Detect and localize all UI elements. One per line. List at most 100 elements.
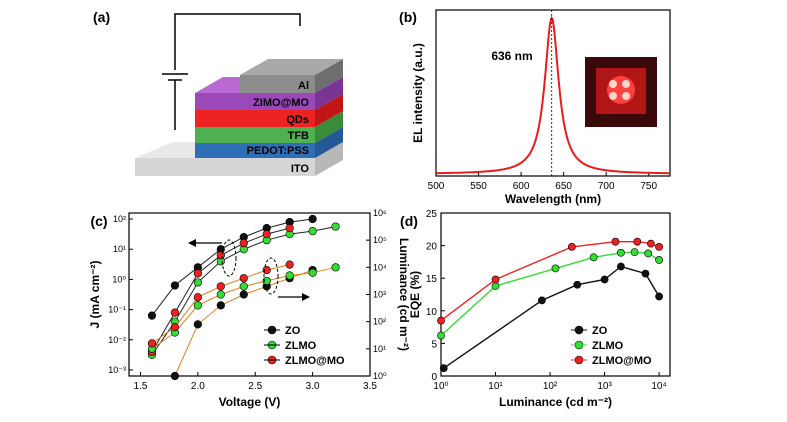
panel-d-frame bbox=[440, 212, 671, 377]
layer-qds-side bbox=[315, 94, 343, 127]
panel-c-L-point-zlmo bbox=[331, 263, 340, 272]
panel-d-line-zlmo-mo bbox=[440, 240, 660, 322]
layer-stack: ITO PEDOT:PSS TFB QDs ZIMO@MO Al bbox=[135, 59, 343, 176]
layer-ito-side bbox=[315, 142, 343, 176]
panel-c-ytick-label: 10² bbox=[113, 214, 126, 224]
panel-c-xtick-label: 1.5 bbox=[134, 381, 148, 392]
panel-d-point-zlmo bbox=[617, 248, 625, 257]
layer-ito-label: ITO bbox=[291, 163, 310, 175]
panel-c-L-point-zlmo bbox=[239, 282, 248, 291]
panel-d-point-zlmo bbox=[491, 282, 500, 290]
panel-d-ytick-label: 10 bbox=[426, 307, 438, 318]
layer-qds-label: QDs bbox=[286, 114, 309, 126]
panel-b-device-pixel-4 bbox=[622, 92, 630, 100]
layer-al-top bbox=[240, 59, 343, 75]
panel-d-point-zo bbox=[573, 280, 582, 289]
panel-c-y2tick-label: 10⁰ bbox=[373, 371, 387, 381]
panel-d-point-zlmo bbox=[655, 256, 663, 264]
panel-c-L-point-zlmo bbox=[262, 276, 271, 286]
panel-d-ytick-label: 0 bbox=[431, 372, 437, 383]
panel-c-l-ellipse bbox=[263, 257, 279, 295]
panel-c-ytick-label: 10⁻¹ bbox=[108, 305, 126, 315]
panel-d-label: (d) bbox=[400, 213, 418, 229]
panel-b-frame bbox=[435, 9, 671, 177]
panel-d-point-zo bbox=[600, 275, 609, 284]
panel-d-point-zo bbox=[641, 269, 650, 278]
panel-a-label: (a) bbox=[93, 9, 110, 25]
panel-c-L-point-zlmo bbox=[216, 290, 225, 299]
layer-ito-front bbox=[135, 158, 315, 176]
panel-c-J-point-zlmo-mo bbox=[193, 269, 202, 278]
panel-c-xtick-label: 3.0 bbox=[306, 381, 320, 392]
panel-c-frame bbox=[128, 212, 371, 377]
panel-d-point-zlmo-mo bbox=[647, 239, 655, 248]
panel-b-device-pixel-glow bbox=[607, 76, 635, 104]
panel-d-line-zlmo bbox=[440, 251, 660, 337]
panel-d-ytick-label: 15 bbox=[426, 274, 438, 285]
panel-c-L-point-zlmo-mo bbox=[262, 265, 271, 275]
panel-d-point-zlmo-mo bbox=[567, 243, 576, 251]
panel-d-line-zo bbox=[443, 265, 660, 369]
panel-d-point-zo bbox=[617, 262, 625, 271]
layer-pedot-pss-label: PEDOT:PSS bbox=[247, 145, 309, 157]
panel-d-point-zo bbox=[537, 296, 546, 305]
panel-c-ylabel: J (mA cm⁻²) bbox=[88, 261, 102, 329]
panel-d-point-zlmo-mo bbox=[655, 243, 663, 251]
panel-c-legend-label-zo: ZO bbox=[285, 325, 301, 337]
panel-d-xtick-label: 10⁴ bbox=[651, 381, 666, 392]
panel-c-J-point-zlmo-mo bbox=[285, 223, 294, 233]
panel-d-xtick-label: 10² bbox=[543, 381, 558, 392]
panel-c-y2tick-label: 10⁴ bbox=[373, 262, 387, 272]
panel-c-xlabel: Voltage (V) bbox=[219, 395, 281, 409]
panel-d-point-zlmo bbox=[589, 253, 598, 262]
panel-b-xtick-label: 750 bbox=[640, 181, 657, 192]
layer-pedot-pss-side bbox=[315, 127, 343, 158]
panel-d-xtick-label: 10⁰ bbox=[433, 381, 448, 392]
panel-d-xtick-label: 10¹ bbox=[488, 381, 503, 392]
panel-d-legend-label-zlmo-mo: ZLMO@MO bbox=[592, 355, 652, 367]
panel-d-legend-label-zlmo: ZLMO bbox=[592, 340, 624, 352]
panel-c-J-point-zlmo bbox=[193, 278, 202, 287]
panel-d-point-zlmo bbox=[437, 331, 445, 340]
panel-c-L-point-zo bbox=[193, 320, 202, 329]
layer-zimo-mo-side bbox=[315, 77, 343, 110]
panel-b-device-pixel-1 bbox=[609, 80, 617, 88]
layer-al-front bbox=[240, 75, 315, 93]
panel-d-point-zlmo-mo bbox=[491, 275, 500, 284]
panel-d-point-zo bbox=[655, 292, 663, 301]
panel-c-y2tick-label: 10⁶ bbox=[373, 208, 387, 218]
panel-c-L-point-zlmo-mo bbox=[193, 293, 202, 302]
panel-b-xtick-label: 500 bbox=[428, 181, 445, 192]
panel-d-ytick-label: 25 bbox=[426, 209, 438, 220]
panel-c-J-point-zlmo-mo bbox=[239, 239, 248, 248]
panel-d-point-zlmo bbox=[644, 249, 653, 258]
panel-b-device-pixel-3 bbox=[609, 92, 617, 100]
panel-c-J-point-zlmo-mo bbox=[262, 230, 271, 239]
panel-c-L-point-zlmo-mo bbox=[285, 260, 294, 269]
panel-c-L-point-zo bbox=[170, 371, 180, 381]
panel-c-y2tick-label: 10³ bbox=[373, 290, 386, 300]
panel-c-l-arrowhead bbox=[302, 293, 310, 301]
panel-d-xlabel: Luminance (cd m⁻²) bbox=[499, 395, 612, 409]
layer-tfb-label: TFB bbox=[288, 130, 309, 142]
panel-c-J-point-zo bbox=[308, 214, 317, 224]
panel-b-ylabel: EL intensity (a.u.) bbox=[411, 43, 425, 143]
panel-c-J-point-zo bbox=[170, 281, 180, 290]
panel-c-y2label: Luminance (cd m⁻²) bbox=[397, 238, 411, 351]
panel-c-L-point-zlmo bbox=[308, 268, 317, 277]
panel-d-point-zlmo-mo bbox=[611, 237, 620, 246]
panel-b-label: (b) bbox=[399, 9, 417, 25]
panel-c-J-point-zlmo-mo bbox=[216, 251, 225, 260]
panel-b-peak-annotation: 636 nm bbox=[491, 49, 532, 63]
panel-c-j-ellipse bbox=[221, 239, 237, 277]
panel-d-ylabel: EQE (%) bbox=[408, 271, 422, 318]
panel-c-xtick-label: 3.5 bbox=[363, 381, 377, 392]
panel-c-L-point-zlmo-mo bbox=[216, 282, 225, 291]
panel-d-legend-label-zo: ZO bbox=[592, 325, 608, 337]
panel-c-label: (c) bbox=[90, 213, 107, 229]
panel-c-xtick-label: 2.0 bbox=[191, 381, 205, 392]
panel-c-y2tick-label: 10⁵ bbox=[373, 235, 387, 245]
panel-c-L-point-zo bbox=[239, 290, 248, 299]
layer-tfb-front bbox=[195, 127, 315, 143]
